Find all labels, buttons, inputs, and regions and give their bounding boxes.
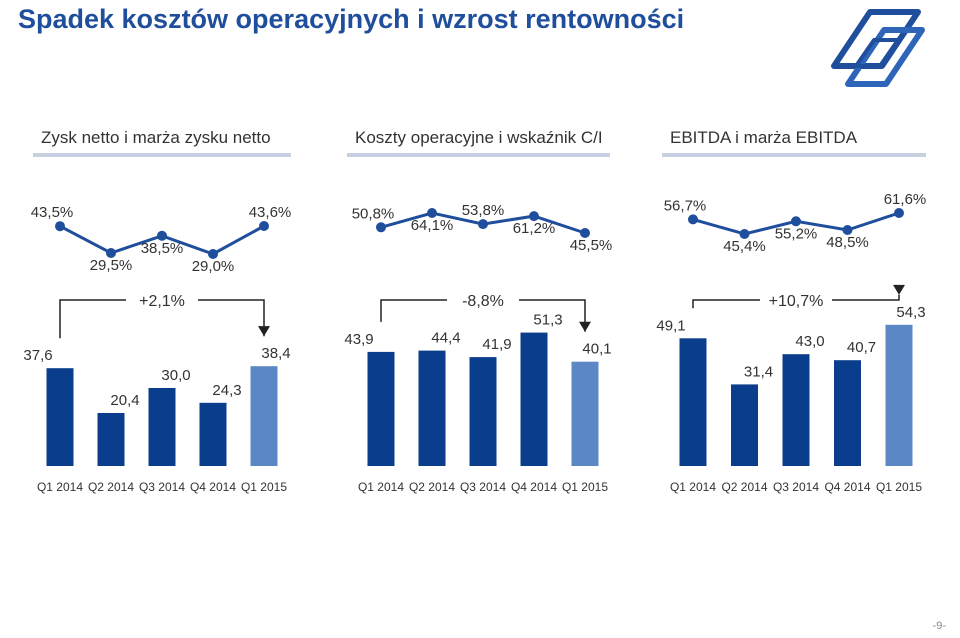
change-label-bg: [760, 288, 832, 312]
category-label: Q1 2014: [670, 480, 716, 494]
bar: [199, 402, 227, 466]
ratio-label: 50,8%: [352, 205, 395, 222]
category-label: Q1 2015: [562, 480, 608, 494]
ratio-label: 64,1%: [411, 217, 454, 234]
ratio-point: [55, 221, 65, 232]
bar: [250, 366, 278, 466]
bar-value-label: 40,1: [582, 341, 611, 358]
bar-value-label: 37,6: [23, 347, 52, 364]
bar-value-label: 24,3: [212, 382, 241, 399]
category-label: Q3 2014: [773, 480, 819, 494]
panel-title-net-profit: Zysk netto i marża zysku netto: [41, 128, 271, 147]
page-number: -9-: [932, 620, 946, 632]
bar: [97, 413, 125, 466]
category-label: Q2 2014: [88, 480, 134, 494]
category-label: Q2 2014: [721, 480, 767, 494]
bar: [731, 384, 758, 466]
panel-rule: [662, 153, 926, 157]
change-label-bg: [447, 288, 519, 312]
ratio-label: 61,2%: [513, 220, 556, 237]
category-label: Q3 2014: [139, 480, 185, 494]
category-label: Q1 2014: [37, 480, 83, 494]
bar-value-label: 41,9: [482, 336, 511, 353]
ratio-point: [376, 222, 386, 233]
category-label: Q4 2014: [824, 480, 870, 494]
change-label-bg: [126, 288, 198, 312]
ratio-label: 48,5%: [826, 234, 869, 251]
category-label: Q4 2014: [190, 480, 236, 494]
ratio-point: [259, 221, 269, 231]
category-label: Q1 2015: [876, 480, 922, 494]
bank-logo-icon: [831, 9, 925, 87]
ratio-point: [688, 214, 698, 225]
bar-value-label: 38,4: [261, 345, 290, 362]
change-arrow-icon: [258, 326, 270, 337]
bar-value-label: 43,9: [344, 331, 373, 348]
change-label: -8,8%: [462, 293, 504, 310]
bar: [46, 368, 74, 466]
ratio-point: [106, 248, 116, 258]
ratio-label: 29,5%: [90, 257, 133, 274]
bar: [469, 357, 497, 466]
ratio-label: 43,6%: [249, 204, 292, 221]
ratio-label: 43,5%: [31, 204, 74, 221]
ratio-label: 45,4%: [723, 238, 766, 255]
ratio-point: [842, 225, 853, 235]
ratio-label: 38,5%: [141, 240, 184, 257]
panel-title-ebitda: EBITDA i marża EBITDA: [670, 128, 858, 147]
category-label: Q3 2014: [460, 480, 506, 494]
category-label: Q4 2014: [511, 480, 557, 494]
ratio-point: [427, 208, 437, 218]
bar-value-label: 20,4: [110, 392, 139, 409]
panel-title-operating-costs: Koszty operacyjne i wskaźnik C/I: [355, 128, 603, 147]
ratio-point: [157, 230, 167, 241]
category-label: Q2 2014: [409, 480, 455, 494]
bar: [679, 338, 707, 466]
bar-value-label: 40,7: [847, 339, 876, 356]
ratio-point: [894, 208, 904, 218]
bar: [571, 361, 599, 466]
ratio-label: 61,6%: [884, 191, 927, 208]
category-label: Q1 2014: [358, 480, 404, 494]
bar: [367, 351, 395, 466]
ratio-point: [739, 229, 750, 239]
panel-rule: [33, 153, 291, 157]
ratio-label: 45,5%: [570, 237, 613, 254]
change-label: +10,7%: [769, 293, 824, 310]
ratio-label: 56,7%: [664, 197, 707, 214]
bar: [148, 388, 176, 466]
change-label: +2,1%: [139, 293, 185, 310]
bar-value-label: 31,4: [744, 363, 773, 380]
bar-value-label: 51,3: [533, 312, 562, 329]
slide-title: Spadek kosztów operacyjnych i wzrost ren…: [18, 4, 685, 34]
change-arrow-icon: [579, 321, 591, 332]
ratio-point: [580, 228, 590, 238]
bar-value-label: 30,0: [161, 367, 190, 384]
bar: [418, 350, 446, 466]
bar: [520, 332, 548, 466]
ratio-label: 53,8%: [462, 202, 505, 219]
category-label: Q1 2015: [241, 480, 287, 494]
bar-value-label: 49,1: [656, 317, 685, 334]
panel-rule: [347, 153, 610, 157]
ratio-label: 55,2%: [775, 225, 818, 242]
ratio-point: [208, 249, 218, 259]
bar-value-label: 54,3: [896, 304, 925, 321]
ratio-point: [791, 216, 801, 227]
change-arrow-icon: [893, 284, 905, 295]
ratio-point: [529, 211, 539, 222]
ratio-label: 29,0%: [192, 258, 235, 275]
bar: [885, 324, 913, 466]
ratio-point: [478, 219, 488, 230]
bar: [834, 360, 861, 466]
bar: [782, 354, 810, 466]
bar-value-label: 43,0: [795, 333, 824, 350]
bar-value-label: 44,4: [431, 330, 460, 347]
